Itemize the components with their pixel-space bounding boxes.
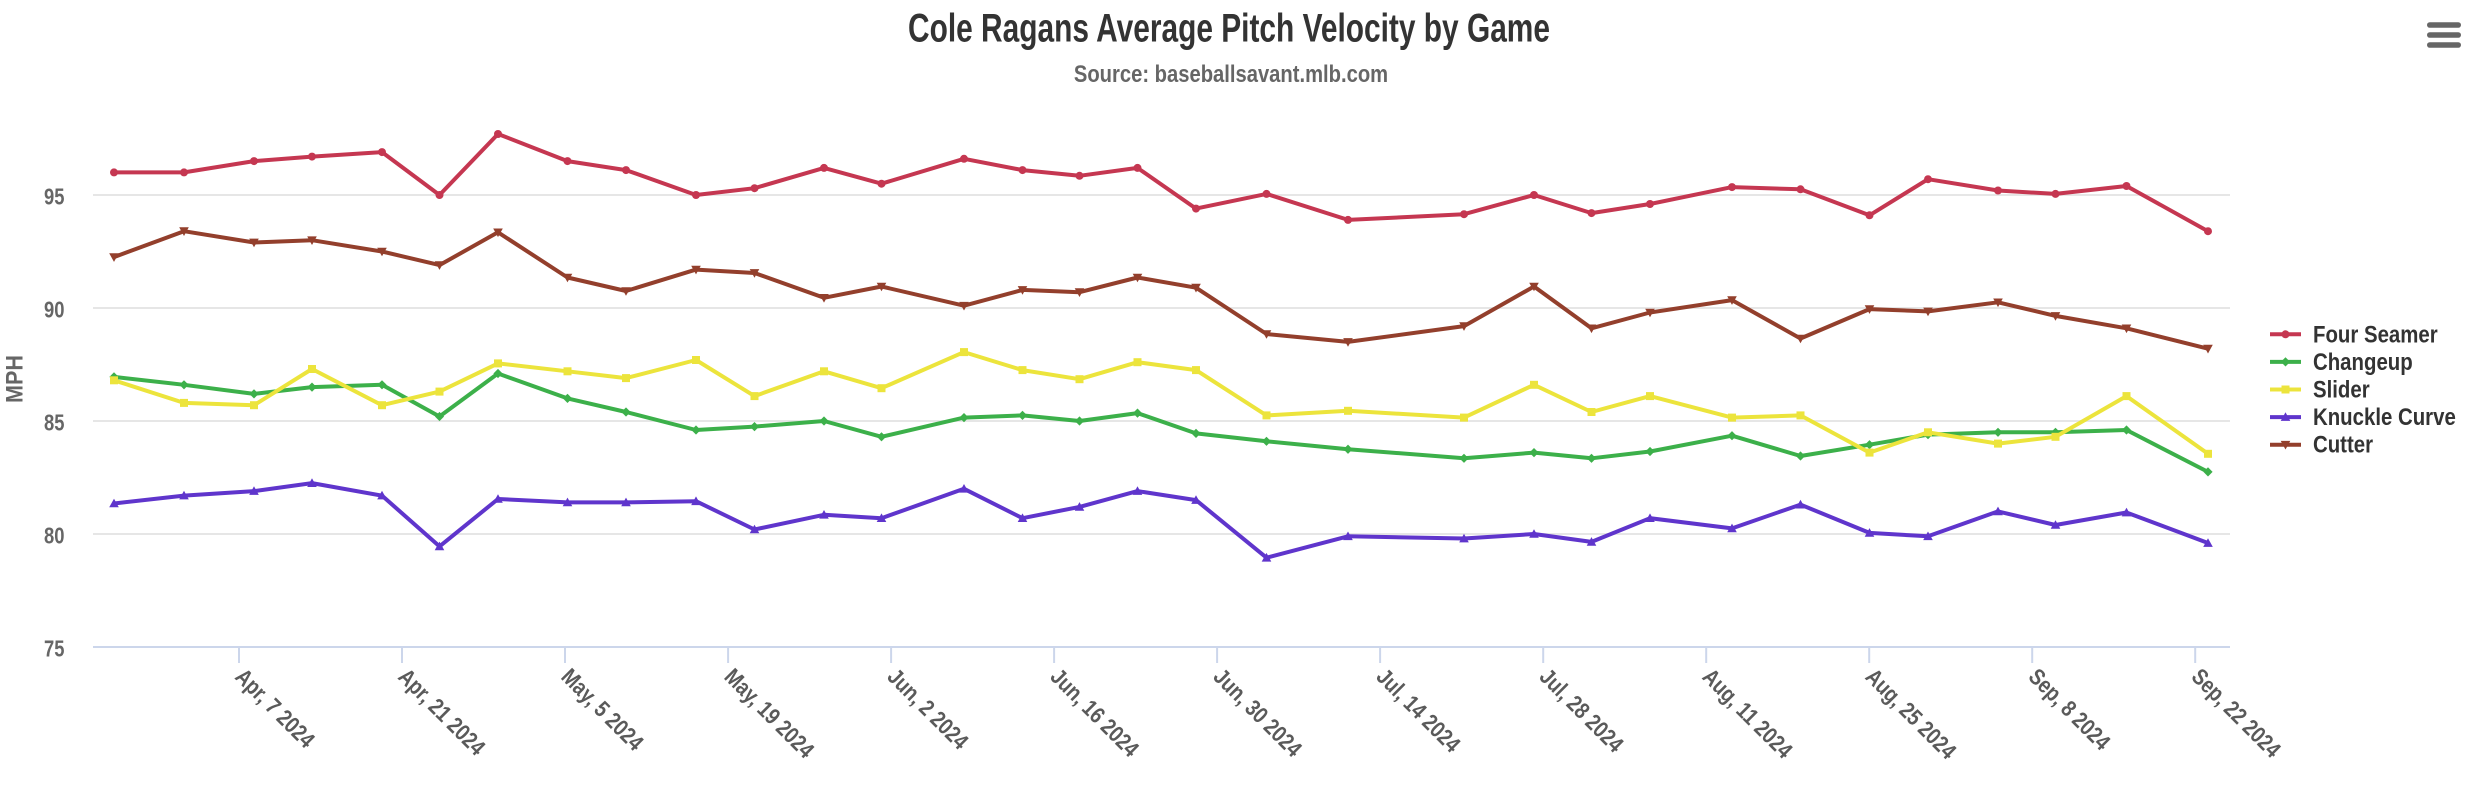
svg-text:Four Seamer: Four Seamer: [2313, 321, 2438, 348]
svg-text:MPH: MPH: [0, 355, 28, 403]
svg-text:90: 90: [44, 297, 64, 322]
svg-text:Slider: Slider: [2313, 376, 2370, 403]
svg-text:Cole Ragans Average Pitch Velo: Cole Ragans Average Pitch Velocity by Ga…: [908, 6, 1550, 50]
svg-text:85: 85: [44, 410, 64, 435]
svg-text:Source: baseballsavant.mlb.com: Source: baseballsavant.mlb.com: [1074, 60, 1388, 87]
svg-text:Changeup: Changeup: [2313, 348, 2413, 375]
svg-text:Cutter: Cutter: [2313, 431, 2373, 458]
svg-text:95: 95: [44, 184, 64, 209]
svg-text:80: 80: [44, 523, 64, 548]
svg-text:75: 75: [44, 636, 64, 661]
svg-text:Knuckle Curve: Knuckle Curve: [2313, 404, 2456, 431]
